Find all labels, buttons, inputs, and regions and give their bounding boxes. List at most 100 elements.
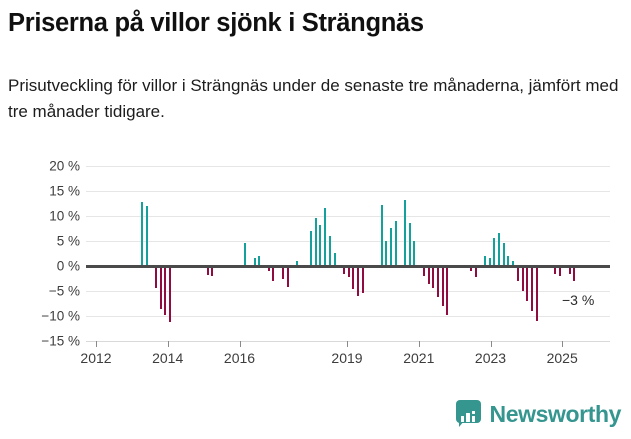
- y-axis-tick-label: −5 %: [48, 283, 80, 299]
- y-axis-tick-label: 10 %: [49, 208, 80, 224]
- bar: [206, 266, 209, 275]
- y-axis-labels: 20 % 15 % 10 % 5 % 0 % −5 % −10 % −15 %: [0, 159, 80, 349]
- x-axis-tick: [167, 341, 169, 347]
- bar: [516, 266, 519, 281]
- bar: [314, 218, 317, 266]
- bar: [488, 258, 491, 266]
- logo-chart-bar-2: [466, 412, 470, 422]
- bar: [380, 205, 383, 266]
- bar: [526, 266, 529, 301]
- bar: [253, 258, 256, 266]
- logo-chart-bar-1: [460, 416, 465, 422]
- bar: [483, 256, 486, 266]
- bar: [286, 266, 289, 287]
- bar: [169, 266, 172, 322]
- bar: [281, 266, 284, 279]
- bar: [498, 233, 501, 266]
- bar: [272, 266, 275, 281]
- x-axis-tick-label: 2014: [152, 350, 184, 366]
- bar: [502, 243, 505, 266]
- bar: [512, 261, 515, 266]
- bar: [244, 243, 247, 266]
- bar: [573, 266, 576, 281]
- bar-series: [86, 166, 610, 341]
- x-axis: 2012 2014 2016 2019 2021 2023 2025: [80, 341, 610, 381]
- bar: [328, 236, 331, 266]
- bar: [394, 221, 397, 266]
- page-subtitle: Prisutveckling för villor i Strängnäs un…: [8, 76, 619, 121]
- bar: [507, 256, 510, 266]
- logo-chart-bar-4: [471, 411, 476, 414]
- x-axis-tick-label: 2021: [403, 350, 435, 366]
- x-axis-tick-label: 2012: [80, 350, 112, 366]
- newsworthy-logo-icon: [455, 400, 481, 428]
- bar: [427, 266, 430, 284]
- bar: [347, 266, 350, 277]
- bar: [493, 238, 496, 266]
- x-axis-line: [86, 341, 610, 342]
- y-axis-tick-label: 5 %: [56, 233, 80, 249]
- bar: [530, 266, 533, 311]
- gridline: [86, 316, 610, 317]
- x-axis-tick-label: 2025: [546, 350, 578, 366]
- gridline: [86, 216, 610, 217]
- y-axis-tick-label: −15 %: [41, 333, 80, 349]
- x-axis-tick: [239, 341, 241, 347]
- logo-chart-bar-3: [471, 415, 476, 422]
- bar: [559, 266, 562, 276]
- x-axis-tick-label: 2019: [331, 350, 363, 366]
- y-axis-tick-label: 15 %: [49, 183, 80, 199]
- bar: [164, 266, 167, 315]
- bar: [211, 266, 214, 276]
- x-axis-tick: [490, 341, 492, 347]
- gridline: [86, 166, 610, 167]
- bar: [408, 223, 411, 266]
- bar: [258, 256, 261, 266]
- x-axis-tick: [96, 341, 97, 347]
- bar: [333, 253, 336, 266]
- bar: [145, 206, 148, 266]
- bar: [357, 266, 360, 296]
- bar: [385, 241, 388, 266]
- bar: [352, 266, 355, 289]
- bar: [361, 266, 364, 293]
- gridline: [86, 241, 610, 242]
- bar: [432, 266, 435, 288]
- bar: [535, 266, 538, 321]
- bar: [436, 266, 439, 297]
- bar: [140, 201, 143, 266]
- logo-bubble-tail: [458, 421, 464, 427]
- bar: [441, 266, 444, 306]
- page-title: Priserna på villor sjönk i Strängnäs: [8, 9, 424, 37]
- zero-line: [86, 265, 610, 268]
- gridline: [86, 191, 610, 192]
- bar: [319, 225, 322, 266]
- bar: [568, 266, 571, 274]
- y-axis-tick-label: −10 %: [41, 308, 80, 324]
- bar-chart: 20 % 15 % 10 % 5 % 0 % −5 % −10 % −15 % −3 % 20…: [0, 150, 631, 390]
- x-axis-tick-label: 2016: [223, 350, 256, 366]
- bar: [422, 266, 425, 276]
- bar: [469, 266, 472, 271]
- bar: [154, 266, 157, 288]
- bar: [159, 266, 162, 309]
- x-axis-tick: [347, 341, 348, 347]
- y-axis-tick-label: 0 %: [56, 258, 80, 274]
- gridline: [86, 291, 610, 292]
- bar: [267, 266, 270, 271]
- x-axis-tick: [562, 341, 564, 347]
- bar: [310, 231, 313, 266]
- bar: [342, 266, 345, 274]
- bar: [295, 261, 298, 266]
- x-axis-tick: [418, 341, 420, 347]
- newsworthy-logo-text: Newsworthy: [489, 400, 622, 427]
- bar: [404, 200, 407, 266]
- x-axis-tick-label: 2023: [474, 350, 507, 366]
- bar: [389, 228, 392, 266]
- bar: [554, 266, 557, 274]
- bar: [474, 266, 477, 277]
- last-value-annotation: −3 %: [562, 292, 595, 308]
- bar: [413, 241, 416, 266]
- bar: [324, 208, 327, 266]
